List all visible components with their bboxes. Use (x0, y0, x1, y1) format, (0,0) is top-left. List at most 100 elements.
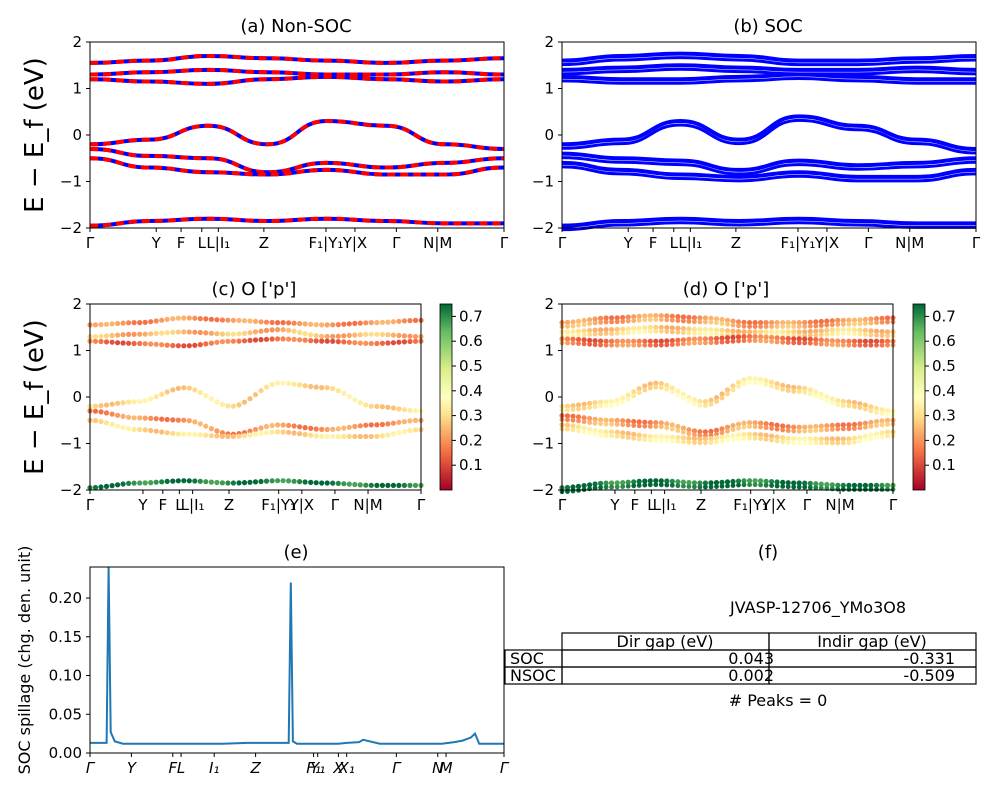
projection-point (868, 419, 874, 425)
projection-point (664, 324, 670, 331)
projection-point (774, 422, 780, 428)
projection-point (592, 331, 598, 337)
projection-point (653, 380, 659, 386)
projection-point (308, 425, 314, 431)
projection-point (275, 327, 281, 333)
projection-point (697, 326, 703, 333)
projection-point (636, 325, 642, 331)
projection-point (813, 323, 819, 329)
colorbar-tick-label: 0.7 (932, 307, 956, 325)
projection-point (258, 337, 264, 343)
projection-point (636, 342, 642, 348)
projection-point (714, 340, 719, 345)
projection-point (868, 320, 874, 326)
projection-point (675, 428, 681, 433)
projection-point (774, 329, 780, 335)
projection-point (565, 340, 570, 346)
projection-point (214, 331, 220, 337)
projection-point (620, 326, 626, 332)
projection-point (724, 335, 731, 341)
projection-point (352, 320, 358, 326)
projection-point (98, 418, 104, 425)
projection-point (170, 430, 176, 437)
projection-point (203, 479, 209, 485)
projection-point (807, 387, 813, 393)
y-tick-label: −1 (532, 173, 554, 191)
projection-point (741, 424, 747, 430)
colorbar-tick-label: 0.6 (459, 332, 483, 350)
projection-point (697, 436, 703, 442)
projection-point (692, 401, 697, 407)
projection-point (565, 324, 570, 329)
projection-point (818, 481, 824, 487)
projection-point (92, 418, 99, 424)
projection-point (181, 329, 187, 335)
projection-point (297, 479, 303, 485)
projection-point (357, 320, 363, 326)
projection-point (741, 334, 747, 340)
projection-point (642, 423, 648, 429)
projection-point (598, 338, 604, 344)
projection-point (857, 482, 863, 488)
projection-point (603, 399, 609, 405)
colorbar-tick-label: 0.6 (932, 332, 956, 350)
projection-point (115, 320, 121, 327)
projection-point (824, 342, 830, 347)
projection-point (92, 338, 99, 344)
projection-point (829, 440, 835, 446)
projection-point (653, 342, 659, 348)
projection-point (680, 391, 687, 397)
y-tick-label: 0 (544, 388, 554, 406)
projection-point (686, 341, 692, 346)
projection-point (609, 403, 614, 408)
projection-point (703, 331, 708, 336)
projection-point (625, 338, 631, 344)
projection-point (302, 425, 308, 431)
projection-point (879, 407, 885, 413)
projection-point (713, 335, 720, 342)
x-tick-label: F₁ (306, 759, 321, 777)
projection-point (879, 487, 885, 492)
projection-point (846, 399, 852, 405)
projection-point (565, 417, 570, 423)
projection-point (774, 320, 780, 326)
x-tick-label: Y (151, 234, 162, 252)
projection-point (730, 483, 736, 488)
projection-point (385, 340, 391, 346)
projection-point (873, 419, 880, 425)
projection-point (324, 385, 330, 391)
projection-point (802, 436, 808, 442)
projection-point (131, 480, 137, 486)
projection-point (374, 482, 380, 488)
projection-point (159, 330, 165, 336)
projection-point (725, 428, 730, 434)
colorbar-tick-label: 0.2 (932, 431, 956, 449)
projection-point (407, 318, 413, 324)
projection-point (379, 433, 385, 439)
projection-point (725, 483, 730, 489)
projection-point (263, 336, 270, 342)
panel-b-title: (b) SOC (733, 16, 802, 37)
projection-point (581, 317, 587, 324)
band-line-split (561, 221, 976, 232)
projection-point (774, 324, 780, 329)
projection-point (802, 390, 808, 395)
colorbar-tick-label: 0.1 (932, 456, 956, 474)
projection-point (647, 381, 653, 387)
projection-point (269, 478, 275, 484)
projection-point (736, 425, 741, 431)
projection-point (747, 435, 752, 441)
projection-point (763, 324, 769, 329)
projection-point (570, 423, 576, 429)
projection-point (752, 420, 758, 426)
band-line (561, 72, 976, 82)
projection-point (735, 319, 742, 325)
projection-point (702, 327, 709, 333)
projection-point (769, 383, 774, 389)
projection-point (346, 481, 352, 487)
projection-point (680, 337, 687, 343)
projection-point (708, 484, 714, 490)
projection-point (581, 328, 587, 334)
projection-point (857, 434, 863, 440)
